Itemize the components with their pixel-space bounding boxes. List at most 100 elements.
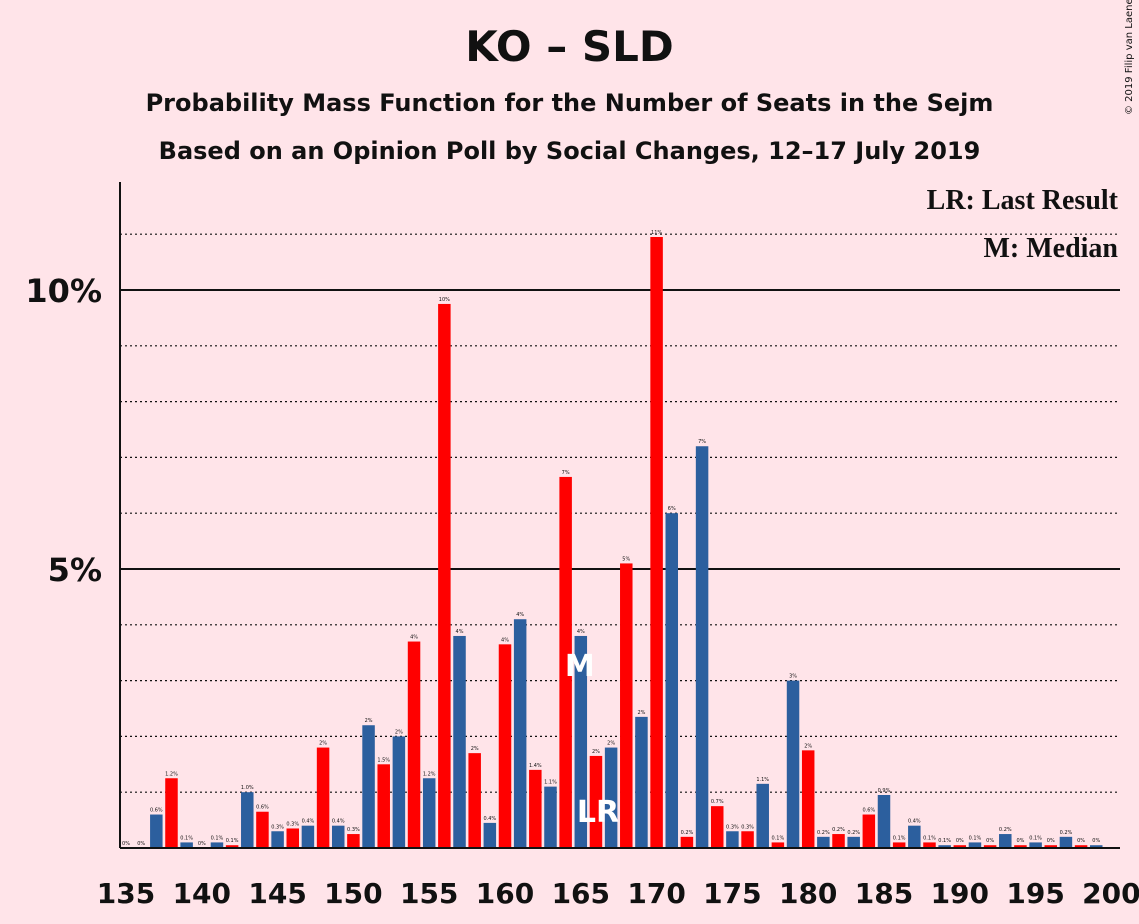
value-label-145: 0.3%	[271, 824, 284, 830]
value-label-151: 2%	[365, 718, 373, 724]
bar-179	[786, 680, 800, 848]
bar-182	[832, 834, 845, 848]
bar-150	[347, 834, 360, 848]
bar-172	[680, 836, 694, 848]
bar-153	[392, 736, 406, 848]
x-tick-label: 190	[931, 877, 989, 910]
value-label-148: 2%	[319, 741, 327, 747]
y-tick-label: 10%	[25, 272, 102, 310]
bar-148	[316, 747, 330, 848]
bar-176	[741, 831, 754, 848]
bar-171	[665, 513, 679, 848]
bar-189	[938, 845, 951, 848]
value-label-144: 0.6%	[256, 805, 269, 811]
legend-last-result: LR: Last Result	[926, 185, 1118, 216]
value-label-170: 11%	[651, 230, 662, 236]
bar-161	[513, 619, 527, 848]
bar-143	[241, 792, 254, 848]
value-label-183: 0.2%	[847, 830, 860, 836]
value-label-169: 2%	[637, 710, 645, 716]
bar-174	[710, 806, 724, 848]
value-label-146: 0.3%	[286, 821, 299, 827]
median-marker: M	[565, 649, 595, 684]
bar-170	[650, 236, 663, 849]
bar-169	[635, 716, 648, 848]
bar-193	[999, 834, 1012, 848]
y-tick-label: 5%	[48, 551, 102, 589]
value-label-142: 0.1%	[226, 838, 239, 844]
value-labels: 0% 0%0.6%1.2%0.1%0%0.1% 0.1%1.0%0.6%0.3% 0.…	[122, 230, 1100, 847]
x-tick-label: 165	[552, 877, 610, 910]
bar-159	[483, 822, 497, 848]
value-label-180: 2%	[804, 743, 812, 749]
chart-title: KO – SLD	[465, 22, 674, 71]
value-label-161: 4%	[516, 612, 524, 618]
value-label-155: 1.2%	[423, 771, 436, 777]
bar-166	[589, 755, 603, 848]
bar-157	[453, 635, 466, 848]
value-label-140: 0%	[198, 841, 206, 847]
bar-175	[726, 831, 739, 848]
value-label-156: 10%	[439, 297, 450, 303]
bar-158	[468, 753, 481, 848]
bar-160	[498, 644, 512, 848]
bar-155	[422, 778, 436, 848]
value-label-137: 0.6%	[150, 808, 163, 814]
value-label-199: 0%	[1092, 838, 1100, 844]
value-label-143: 1.0%	[241, 785, 254, 791]
value-label-139: 0.1%	[180, 835, 193, 841]
value-label-153: 2%	[395, 729, 403, 735]
axes	[119, 182, 1120, 849]
chart-subtitle-2: Based on an Opinion Poll by Social Chang…	[158, 137, 981, 165]
value-label-177: 1.1%	[756, 777, 769, 783]
value-label-162: 1.4%	[529, 763, 542, 769]
bar-168	[620, 563, 633, 848]
value-label-149: 0.4%	[332, 819, 345, 825]
value-label-172: 0.2%	[681, 830, 694, 836]
value-label-157: 4%	[456, 629, 464, 635]
bar-139	[180, 842, 193, 848]
x-tick-label: 175	[703, 877, 761, 910]
bar-142	[225, 845, 239, 848]
bar-146	[286, 828, 300, 848]
y-tick-labels: 5% 10%	[25, 272, 102, 589]
value-label-195: 0.1%	[1029, 835, 1042, 841]
value-label-159: 0.4%	[483, 816, 496, 822]
value-label-163: 1.1%	[544, 780, 557, 786]
value-label-196: 0%	[1047, 838, 1055, 844]
bar-180	[801, 750, 815, 848]
bar-178	[771, 842, 785, 848]
value-label-197: 0.2%	[1060, 830, 1073, 836]
value-label-194: 0%	[1016, 838, 1024, 844]
bar-194	[1014, 845, 1027, 848]
x-tick-label: 155	[400, 877, 458, 910]
value-label-174: 0.7%	[711, 799, 724, 805]
value-label-185: 0.9%	[878, 788, 891, 794]
bar-156	[438, 303, 451, 848]
value-label-167: 2%	[607, 741, 615, 747]
value-label-166: 2%	[592, 749, 600, 755]
bar-141	[210, 842, 224, 848]
value-label-181: 0.2%	[817, 830, 830, 836]
bar-199	[1089, 845, 1103, 848]
bar-137	[150, 814, 163, 848]
bar-198	[1074, 845, 1088, 848]
value-label-141: 0.1%	[211, 835, 224, 841]
value-label-175: 0.3%	[726, 824, 739, 830]
bar-181	[817, 836, 830, 848]
bar-167	[604, 747, 618, 848]
bar-149	[331, 825, 345, 848]
value-label-186: 0.1%	[893, 835, 906, 841]
x-tick-label: 140	[173, 877, 231, 910]
bar-154	[407, 641, 421, 848]
value-label-176: 0.3%	[741, 824, 754, 830]
x-tick-label: 135	[97, 877, 155, 910]
last-result-marker: LR	[577, 795, 619, 830]
x-tick-label: 195	[1006, 877, 1064, 910]
x-tick-label: 160	[476, 877, 534, 910]
value-label-158: 2%	[471, 746, 479, 752]
bar-191	[968, 842, 982, 848]
value-label-187: 0.4%	[908, 819, 921, 825]
value-label-138: 1.2%	[165, 771, 178, 777]
